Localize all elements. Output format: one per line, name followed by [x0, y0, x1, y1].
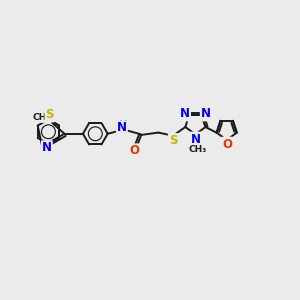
Text: N: N [201, 107, 211, 121]
Text: N: N [117, 122, 127, 134]
Text: N: N [191, 133, 201, 146]
Text: H: H [119, 120, 128, 130]
Text: CH₃: CH₃ [189, 146, 207, 154]
Text: N: N [42, 141, 52, 154]
Text: O: O [130, 144, 140, 157]
Text: N: N [180, 107, 190, 121]
Text: O: O [222, 138, 232, 151]
Text: CH₃: CH₃ [33, 113, 51, 122]
Text: S: S [45, 109, 54, 122]
Text: S: S [169, 134, 177, 147]
